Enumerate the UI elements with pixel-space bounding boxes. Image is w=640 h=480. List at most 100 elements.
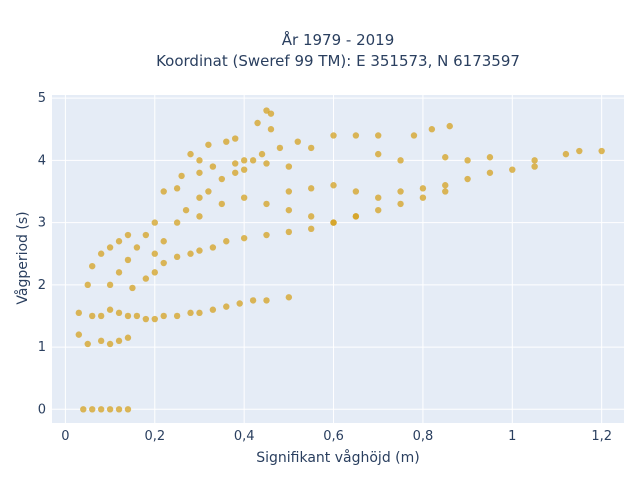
data-point: [397, 157, 404, 164]
data-point: [97, 250, 105, 257]
x-tick-label: 0: [61, 429, 69, 444]
y-tick-label: 2: [38, 278, 46, 293]
data-point: [115, 309, 123, 317]
data-point: [419, 194, 427, 201]
data-point: [142, 315, 150, 323]
data-point: [442, 182, 449, 189]
data-point: [182, 206, 190, 214]
data-point: [531, 157, 538, 164]
data-point: [75, 309, 83, 317]
data-point: [598, 147, 605, 155]
data-point: [173, 312, 181, 320]
data-point: [196, 247, 203, 254]
data-point: [151, 219, 158, 226]
data-point: [115, 269, 123, 276]
y-tick-label: 1: [38, 340, 46, 355]
data-point: [330, 182, 337, 189]
data-point: [464, 157, 471, 164]
data-point: [442, 154, 449, 161]
data-point: [223, 238, 230, 245]
data-point: [106, 406, 114, 413]
data-point: [142, 231, 150, 239]
x-axis-label: Signifikant våghöjd (m): [256, 449, 419, 466]
data-point: [236, 300, 243, 307]
data-point: [115, 337, 123, 345]
data-point: [173, 253, 181, 261]
data-point: [187, 309, 194, 317]
data-point: [258, 150, 266, 158]
data-point: [249, 157, 257, 164]
data-point: [133, 244, 141, 251]
data-point: [307, 213, 315, 220]
data-point: [232, 135, 239, 142]
data-point: [106, 244, 114, 251]
data-point: [160, 188, 167, 195]
data-point: [307, 185, 315, 192]
data-point: [249, 297, 257, 304]
data-point: [124, 334, 132, 341]
data-point: [196, 213, 203, 220]
data-point: [285, 206, 293, 214]
data-point: [267, 126, 275, 133]
data-point: [428, 126, 436, 133]
data-point: [419, 185, 427, 192]
data-point: [160, 312, 167, 320]
chart-title-line-1: År 1979 - 2019: [282, 30, 395, 49]
data-point: [205, 141, 212, 148]
y-tick-labels: 0 1 2 3 4 5: [38, 91, 46, 417]
data-point: [285, 228, 293, 236]
data-point: [285, 163, 293, 170]
data-point: [285, 188, 293, 195]
data-point: [486, 169, 494, 176]
y-tick-label: 0: [38, 402, 46, 417]
data-point: [223, 303, 230, 310]
data-point: [187, 150, 194, 158]
data-point: [442, 188, 449, 195]
data-point: [232, 160, 239, 167]
data-point: [124, 406, 132, 413]
data-point: [196, 169, 203, 176]
x-tick-labels: 0 0,2 0,4 0,6 0,8 1 1,2: [61, 429, 612, 444]
data-point: [75, 331, 83, 338]
data-point: [576, 147, 583, 155]
data-point: [142, 275, 150, 282]
plot-background: [52, 95, 624, 423]
data-point: [97, 312, 105, 320]
data-point: [397, 200, 404, 208]
data-point: [106, 340, 114, 348]
data-point: [294, 138, 301, 145]
data-point: [330, 219, 337, 226]
data-point: [307, 144, 315, 152]
y-tick-label: 4: [38, 153, 46, 168]
data-point: [196, 157, 203, 164]
data-point: [263, 160, 270, 167]
data-point: [124, 256, 132, 264]
data-point: [267, 110, 275, 117]
data-point: [115, 238, 123, 245]
data-points: [75, 107, 605, 413]
data-point: [106, 306, 114, 313]
data-point: [209, 163, 217, 170]
data-point: [89, 262, 96, 270]
data-point: [196, 194, 203, 201]
data-point: [486, 154, 494, 161]
data-point: [196, 309, 203, 317]
data-point: [124, 312, 132, 320]
data-point: [285, 294, 293, 301]
y-axis-label: Vågperiod (s): [14, 211, 31, 304]
data-point: [240, 234, 248, 242]
data-point: [133, 312, 141, 320]
data-point: [89, 312, 96, 320]
data-point: [80, 406, 87, 413]
data-point: [223, 138, 230, 145]
data-point: [97, 406, 105, 413]
data-point: [218, 200, 226, 208]
data-point: [276, 144, 284, 152]
data-point: [151, 269, 158, 276]
data-point: [375, 194, 382, 201]
data-point: [509, 166, 516, 173]
data-point: [106, 281, 114, 289]
data-point: [178, 172, 185, 180]
x-tick-label: 0,4: [234, 429, 255, 444]
